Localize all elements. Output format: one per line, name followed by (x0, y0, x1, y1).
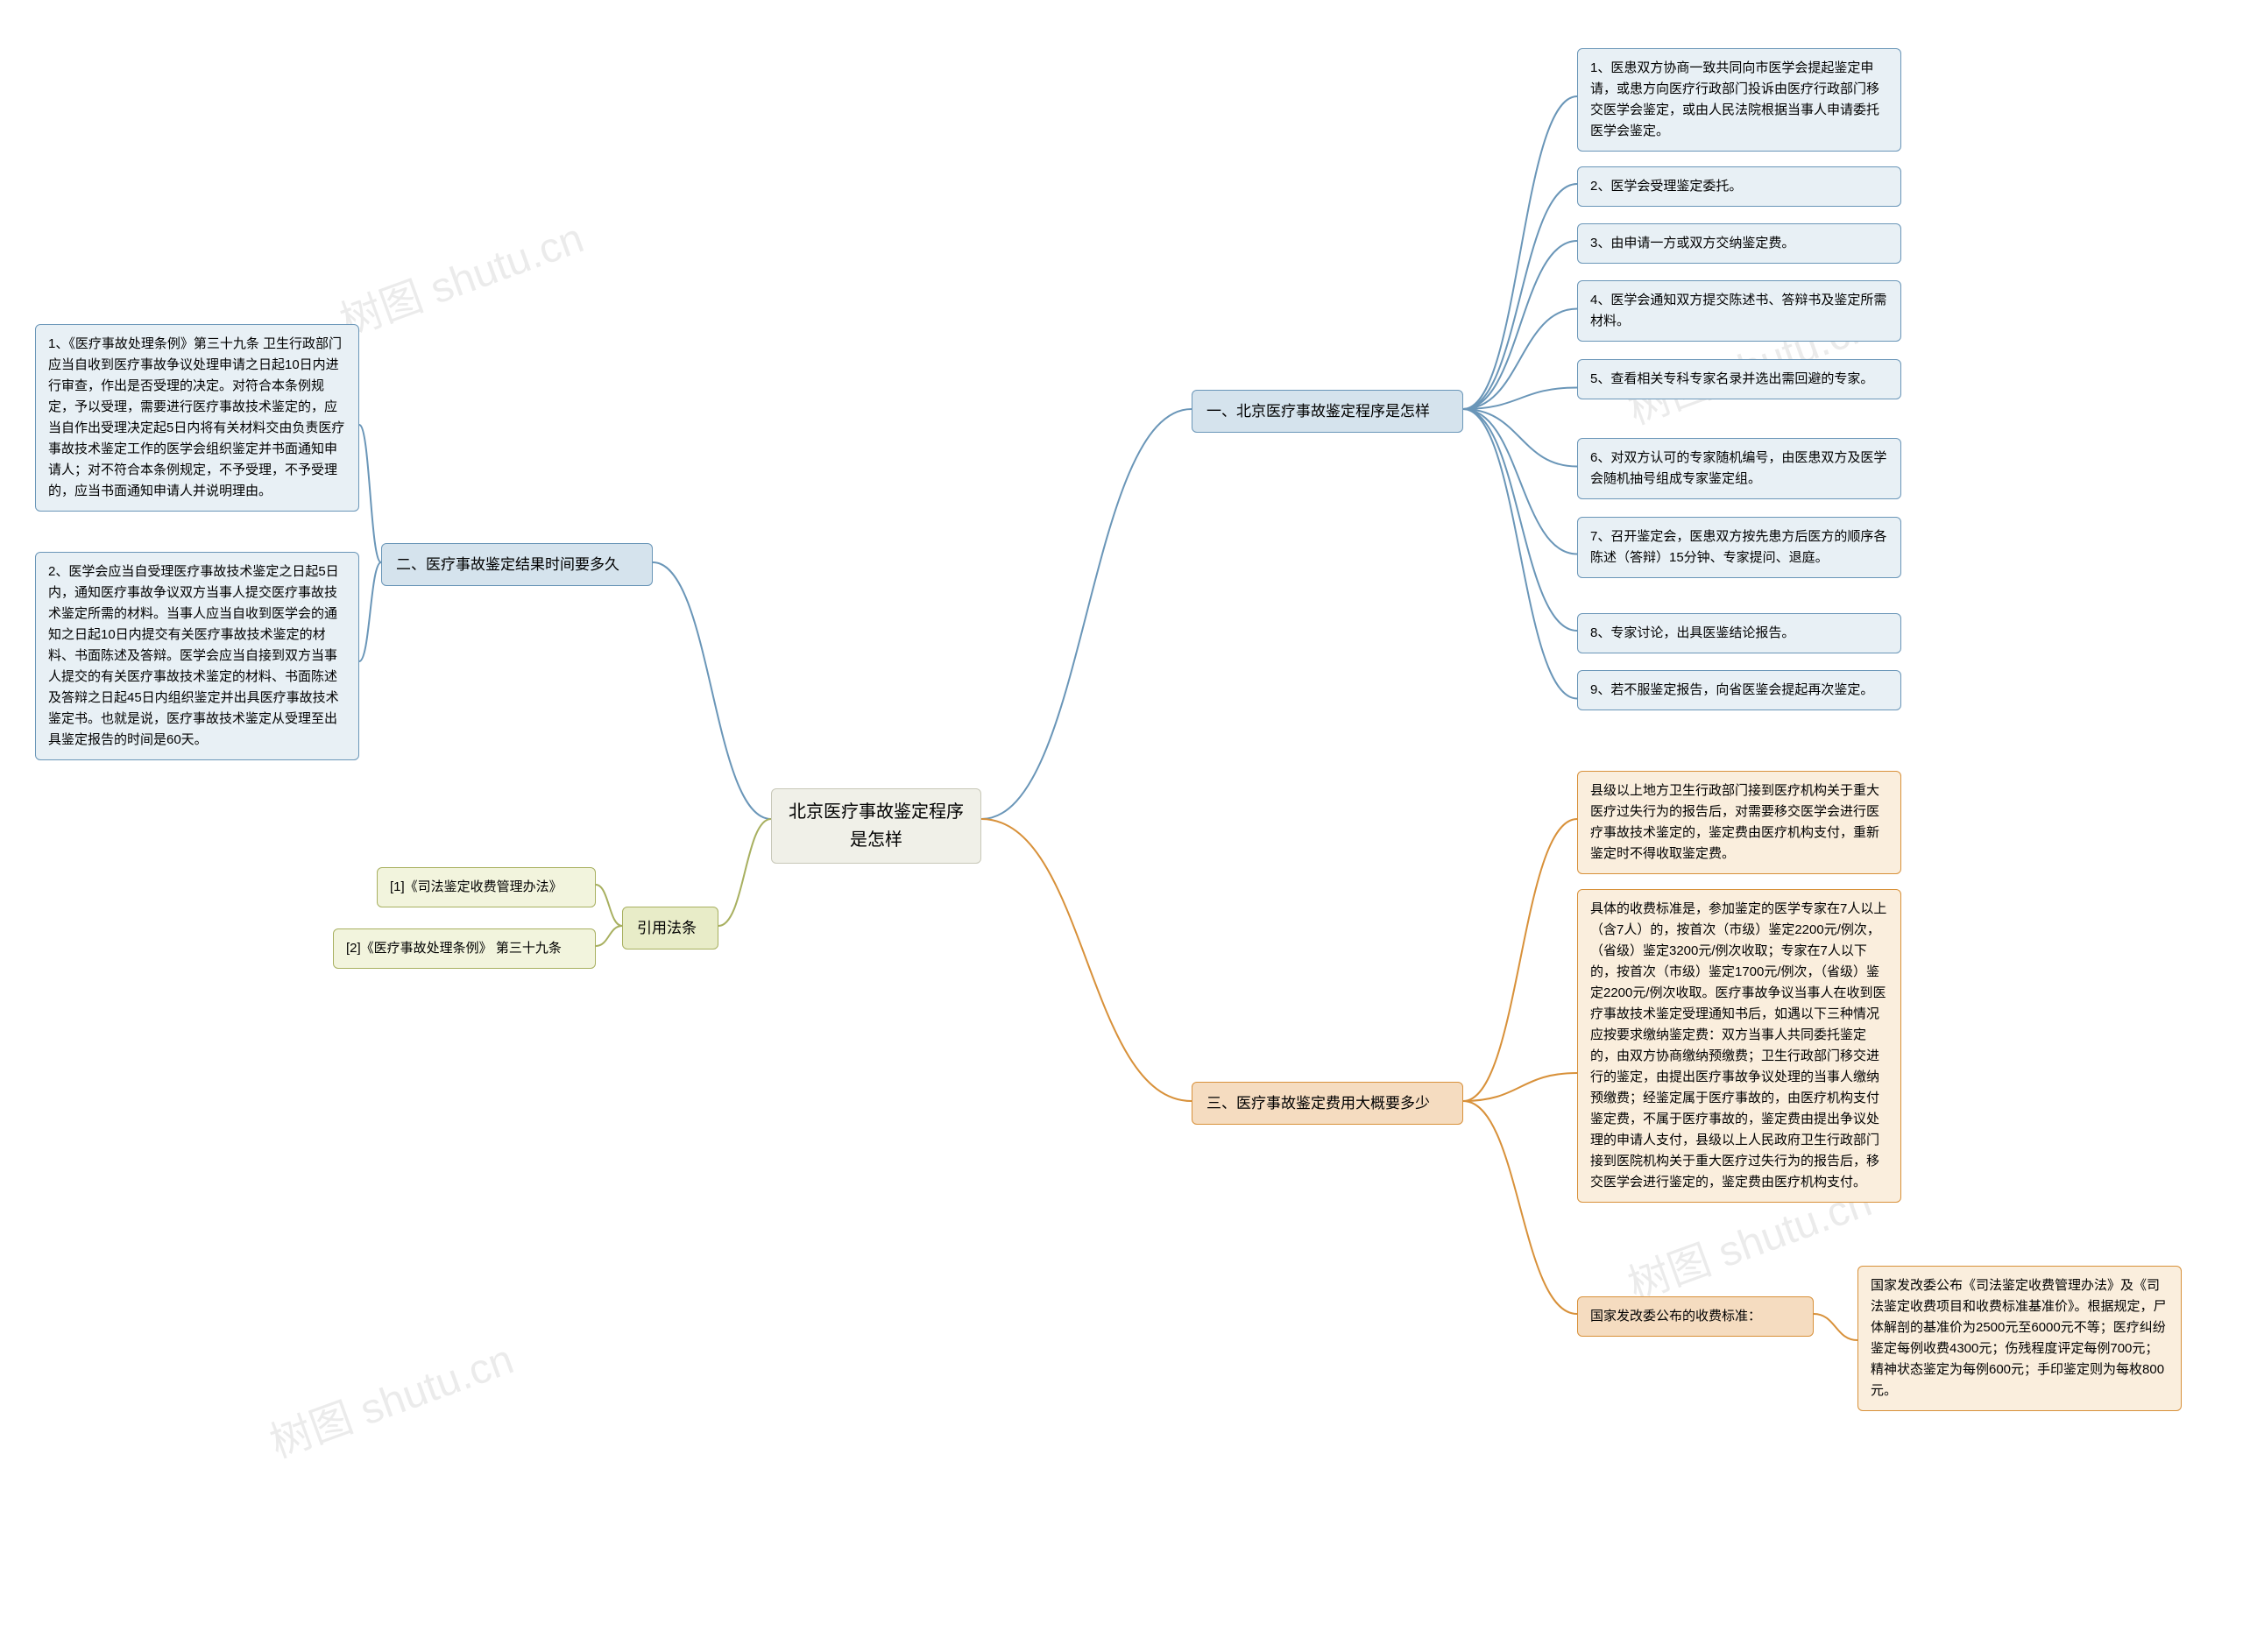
branch-node: 一、北京医疗事故鉴定程序是怎样 (1192, 390, 1463, 433)
leaf-node: 6、对双方认可的专家随机编号，由医患双方及医学会随机抽号组成专家鉴定组。 (1577, 438, 1901, 499)
leaf-node: [2]《医疗事故处理条例》 第三十九条 (333, 928, 596, 969)
watermark: 树图 shutu.cn (260, 1324, 520, 1469)
root-node: 北京医疗事故鉴定程序是怎样 (771, 788, 981, 864)
leaf-node: 8、专家讨论，出具医鉴结论报告。 (1577, 613, 1901, 653)
branch-node: 三、医疗事故鉴定费用大概要多少 (1192, 1082, 1463, 1125)
leaf-node: 县级以上地方卫生行政部门接到医疗机构关于重大医疗过失行为的报告后，对需要移交医学… (1577, 771, 1901, 874)
leaf-node: 1、医患双方协商一致共同向市医学会提起鉴定申请，或患方向医疗行政部门投诉由医疗行… (1577, 48, 1901, 152)
leaf-node: 3、由申请一方或双方交纳鉴定费。 (1577, 223, 1901, 264)
branch-node: 二、医疗事故鉴定结果时间要多久 (381, 543, 653, 586)
leaf-node: 2、医学会应当自受理医疗事故技术鉴定之日起5日内，通知医疗事故争议双方当事人提交… (35, 552, 359, 760)
watermark: 树图 shutu.cn (330, 203, 591, 348)
leaf-node: 4、医学会通知双方提交陈述书、答辩书及鉴定所需材料。 (1577, 280, 1901, 342)
leaf-node: 5、查看相关专科专家名录并选出需回避的专家。 (1577, 359, 1901, 399)
leaf-node: 2、医学会受理鉴定委托。 (1577, 166, 1901, 207)
leaf-node: 9、若不服鉴定报告，向省医鉴会提起再次鉴定。 (1577, 670, 1901, 710)
leaf-node: 7、召开鉴定会，医患双方按先患方后医方的顺序各陈述（答辩）15分钟、专家提问、退… (1577, 517, 1901, 578)
leaf-node: 具体的收费标准是，参加鉴定的医学专家在7人以上（含7人）的，按首次（市级）鉴定2… (1577, 889, 1901, 1203)
branch-node: 引用法条 (622, 907, 718, 950)
leaf-node: [1]《司法鉴定收费管理办法》 (377, 867, 596, 907)
leaf-node: 1、《医疗事故处理条例》第三十九条 卫生行政部门应当自收到医疗事故争议处理申请之… (35, 324, 359, 512)
leaf-node: 国家发改委公布的收费标准： (1577, 1296, 1814, 1337)
leaf-child-node: 国家发改委公布《司法鉴定收费管理办法》及《司法鉴定收费项目和收费标准基准价》。根… (1857, 1266, 2182, 1411)
